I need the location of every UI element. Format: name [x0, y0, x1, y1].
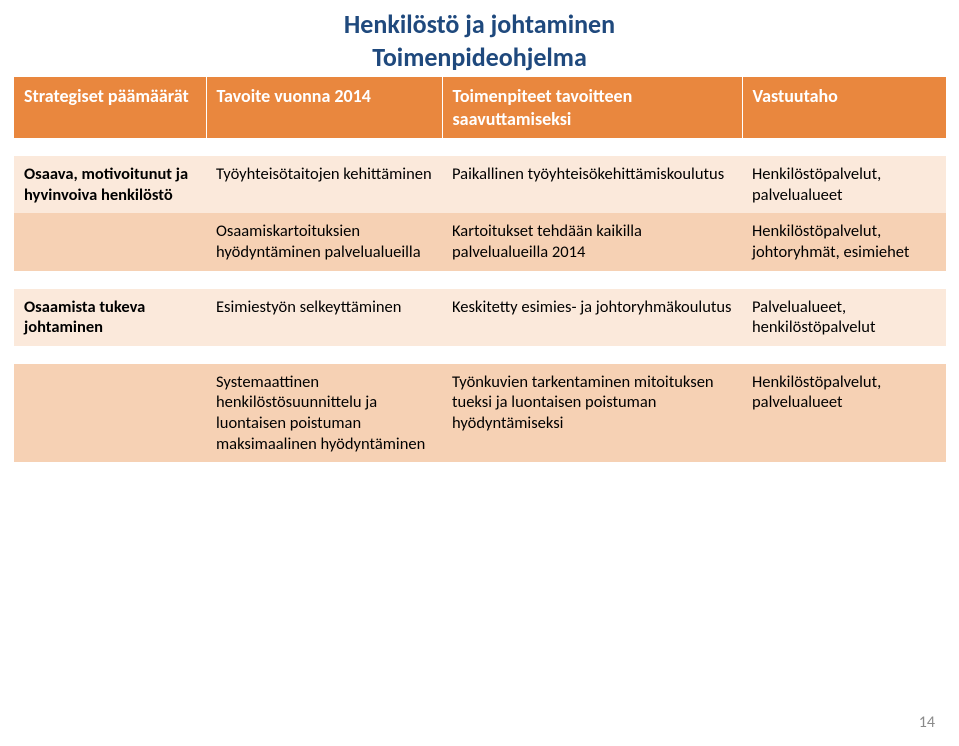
title-block: Henkilöstö ja johtaminen Toimenpideohjel…: [0, 0, 959, 77]
spacer-row: [14, 138, 946, 156]
spacer-row: [14, 346, 946, 364]
target-cell: Esimiestyön selkeyttäminen: [206, 289, 442, 346]
title-line-1: Henkilöstö ja johtaminen: [0, 8, 959, 41]
spacer-row: [14, 271, 946, 289]
table-row: Systemaattinen henkilöstösuunnittelu ja …: [14, 364, 946, 463]
responsible-cell: Henkilöstöpalvelut, palvelualueet: [742, 156, 946, 213]
action-plan-table: Strategiset päämäärät Tavoite vuonna 201…: [14, 77, 946, 462]
action-cell: Keskitetty esimies- ja johtoryhmäkoulutu…: [442, 289, 742, 346]
target-cell: Osaamiskartoituksien hyödyntäminen palve…: [206, 213, 442, 270]
table-header-row: Strategiset päämäärät Tavoite vuonna 201…: [14, 77, 946, 138]
target-cell: Työyhteisötaitojen kehittäminen: [206, 156, 442, 213]
table-row: Osaamista tukeva johtaminen Esimiestyön …: [14, 289, 946, 346]
target-cell: Systemaattinen henkilöstösuunnittelu ja …: [206, 364, 442, 463]
goal-cell: [14, 213, 206, 270]
goal-cell: Osaava, motivoitunut ja hyvinvoiva henki…: [14, 156, 206, 213]
responsible-cell: Henkilöstöpalvelut, palvelualueet: [742, 364, 946, 463]
header-actions: Toimenpiteet tavoitteen saavuttamiseksi: [442, 77, 742, 138]
goal-cell: Osaamista tukeva johtaminen: [14, 289, 206, 346]
title-line-2: Toimenpideohjelma: [0, 41, 959, 74]
action-cell: Kartoitukset tehdään kaikilla palvelualu…: [442, 213, 742, 270]
goal-cell: [14, 364, 206, 463]
responsible-cell: Palvelualueet, henkilöstöpalvelut: [742, 289, 946, 346]
table-row: Osaava, motivoitunut ja hyvinvoiva henki…: [14, 156, 946, 213]
header-responsible: Vastuutaho: [742, 77, 946, 138]
page-number: 14: [919, 713, 935, 732]
header-target-2014: Tavoite vuonna 2014: [206, 77, 442, 138]
action-cell: Työnkuvien tarkentaminen mitoituksen tue…: [442, 364, 742, 463]
action-cell: Paikallinen työyhteisökehittämiskoulutus: [442, 156, 742, 213]
header-strategic-goals: Strategiset päämäärät: [14, 77, 206, 138]
table-row: Osaamiskartoituksien hyödyntäminen palve…: [14, 213, 946, 270]
responsible-cell: Henkilöstöpalvelut, johtoryhmät, esimieh…: [742, 213, 946, 270]
